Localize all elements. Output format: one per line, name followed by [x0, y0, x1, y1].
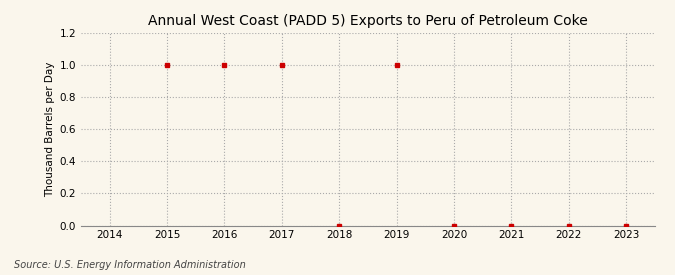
Title: Annual West Coast (PADD 5) Exports to Peru of Petroleum Coke: Annual West Coast (PADD 5) Exports to Pe… [148, 14, 588, 28]
Y-axis label: Thousand Barrels per Day: Thousand Barrels per Day [45, 62, 55, 197]
Text: Source: U.S. Energy Information Administration: Source: U.S. Energy Information Administ… [14, 260, 245, 270]
